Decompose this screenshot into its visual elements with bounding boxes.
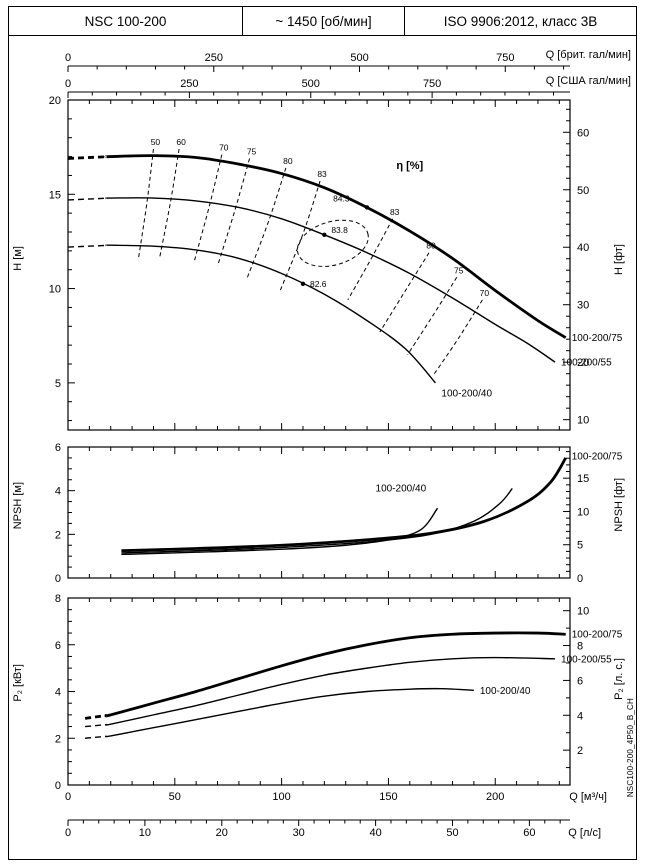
svg-text:6: 6	[55, 442, 61, 454]
svg-text:η [%]: η [%]	[396, 160, 423, 172]
svg-text:250: 250	[180, 78, 198, 90]
svg-text:0: 0	[577, 573, 583, 585]
svg-text:30: 30	[293, 827, 305, 839]
svg-text:84.3: 84.3	[333, 193, 350, 203]
svg-text:75: 75	[454, 265, 464, 275]
svg-text:8: 8	[577, 641, 583, 653]
svg-text:100-200/75: 100-200/75	[572, 630, 623, 641]
svg-text:70: 70	[219, 143, 229, 153]
svg-text:82.6: 82.6	[310, 279, 327, 289]
svg-text:50: 50	[577, 185, 589, 197]
svg-text:70: 70	[480, 288, 490, 298]
svg-text:75: 75	[247, 146, 257, 156]
axis-title-head-m: H [м]	[12, 246, 24, 271]
test-standard: ISO 9906:2012, класс 3В	[443, 13, 598, 29]
svg-text:80: 80	[283, 156, 293, 166]
svg-text:50: 50	[446, 827, 458, 839]
pump-speed: ~ 1450 [об/мин]	[243, 7, 405, 35]
svg-text:100-200/75: 100-200/75	[572, 333, 623, 344]
svg-text:200: 200	[486, 791, 504, 803]
svg-text:20: 20	[577, 357, 589, 369]
axis-title-ls: Q [л/с]	[568, 827, 601, 839]
svg-text:4: 4	[577, 710, 583, 722]
svg-text:4: 4	[55, 486, 61, 498]
svg-text:15: 15	[49, 189, 61, 201]
svg-text:10: 10	[577, 506, 589, 518]
svg-text:20: 20	[216, 827, 228, 839]
svg-text:40: 40	[577, 242, 589, 254]
svg-text:10: 10	[139, 827, 151, 839]
svg-text:2: 2	[55, 529, 61, 541]
svg-text:83: 83	[390, 207, 400, 217]
svg-text:0: 0	[65, 827, 71, 839]
svg-text:500: 500	[302, 78, 320, 90]
svg-text:100-200/55: 100-200/55	[561, 358, 612, 369]
axis-title-npsh-ft: NPSH [фт]	[613, 478, 625, 532]
svg-text:6: 6	[577, 675, 583, 687]
document-code: NSC100-200_4P50_B_CH	[626, 698, 635, 798]
svg-text:100-200/40: 100-200/40	[441, 388, 492, 399]
svg-text:8: 8	[55, 593, 61, 605]
svg-text:0: 0	[55, 780, 61, 792]
svg-text:10: 10	[577, 415, 589, 427]
svg-text:150: 150	[379, 791, 397, 803]
svg-text:0: 0	[55, 573, 61, 585]
svg-text:83: 83	[317, 169, 327, 179]
svg-text:500: 500	[350, 52, 368, 64]
svg-text:20: 20	[49, 95, 61, 107]
svg-text:0: 0	[65, 52, 71, 64]
header-row: NSC 100-200 ~ 1450 [об/мин] ISO 9906:201…	[8, 6, 637, 36]
svg-text:100-200/75: 100-200/75	[572, 451, 623, 462]
svg-text:50: 50	[169, 791, 181, 803]
svg-text:750: 750	[496, 52, 514, 64]
svg-text:6: 6	[55, 640, 61, 652]
svg-text:250: 250	[205, 52, 223, 64]
svg-text:5: 5	[55, 378, 61, 390]
svg-text:4: 4	[55, 687, 61, 699]
svg-text:10: 10	[49, 284, 61, 296]
svg-text:60: 60	[523, 827, 535, 839]
svg-text:60: 60	[577, 127, 589, 139]
svg-text:100-200/40: 100-200/40	[376, 484, 427, 495]
svg-text:2: 2	[577, 745, 583, 757]
svg-text:100-200/40: 100-200/40	[480, 686, 531, 697]
svg-text:15: 15	[577, 473, 589, 485]
axis-title-brit-gpm: Q [брит. гал/мин]	[545, 49, 631, 61]
svg-text:0: 0	[65, 78, 71, 90]
svg-text:100-200/55: 100-200/55	[561, 654, 612, 665]
svg-text:2: 2	[55, 733, 61, 745]
svg-text:10: 10	[577, 606, 589, 618]
svg-text:83.8: 83.8	[331, 225, 348, 235]
svg-text:100: 100	[272, 791, 290, 803]
axis-title-power-hp: P₂ [л. с.]	[613, 658, 625, 700]
svg-text:0: 0	[65, 791, 71, 803]
svg-text:5: 5	[577, 540, 583, 552]
svg-text:30: 30	[577, 300, 589, 312]
axis-title-us-gpm: Q [США гал/мин]	[545, 75, 631, 87]
axis-title-head-ft: H [фт]	[613, 244, 625, 275]
svg-text:40: 40	[369, 827, 381, 839]
svg-text:50: 50	[151, 137, 161, 147]
axis-title-power-kw: P₂ [кВт]	[12, 664, 24, 702]
pump-model: NSC 100-200	[9, 7, 243, 35]
svg-text:60: 60	[176, 137, 186, 147]
svg-text:750: 750	[423, 78, 441, 90]
axis-title-m3h: Q [м³/ч]	[569, 791, 607, 803]
axis-title-npsh-m: NPSH [м]	[12, 482, 24, 530]
